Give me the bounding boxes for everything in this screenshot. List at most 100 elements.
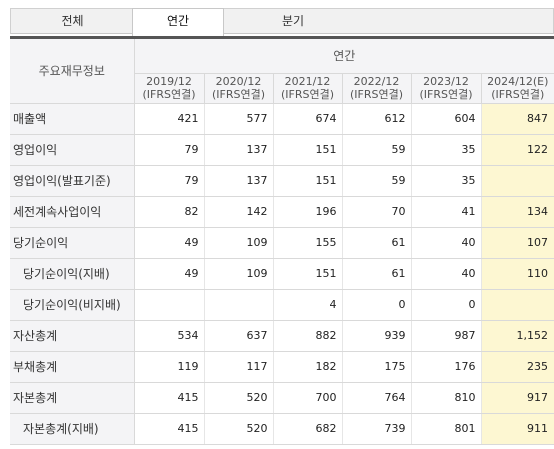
row-label: 자본총계	[10, 382, 135, 414]
table-cell: 847	[480, 103, 554, 135]
table-cell: 59	[341, 165, 411, 197]
row-label: 세전계속사업이익	[10, 196, 135, 228]
table-cell	[203, 289, 273, 321]
table-cell: 739	[341, 413, 411, 445]
row-label: 영업이익	[10, 134, 135, 166]
row-header-title: 주요재무정보	[10, 39, 135, 104]
column-basis: (IFRS연결)	[142, 87, 196, 101]
table-cell: 235	[480, 351, 554, 383]
table-cell: 577	[203, 103, 273, 135]
table-cell: 682	[272, 413, 342, 445]
column-period: 2023/12	[423, 74, 469, 88]
table-body: 매출액 421 577 674 612 604 847 영업이익 79 137 151 59 35 122…	[10, 103, 554, 445]
table-cell: 110	[480, 258, 554, 290]
table-cell: 119	[133, 351, 204, 383]
row-label: 영업이익(발표기준)	[10, 165, 135, 197]
table-cell: 520	[203, 382, 273, 414]
column-period: 2019/12	[146, 74, 192, 88]
table-row: 자본총계(지배) 415 520 682 739 801 911	[10, 413, 554, 445]
table-cell: 134	[480, 196, 554, 228]
table-cell: 810	[410, 382, 481, 414]
tab-quarterly[interactable]: 분기	[224, 8, 554, 34]
column-header-1: 2020/12 (IFRS연결)	[203, 73, 273, 104]
table-cell: 137	[203, 134, 273, 166]
table-top-rule	[10, 36, 554, 39]
annual-group-header: 연간	[134, 39, 554, 74]
table-cell: 109	[203, 227, 273, 259]
column-period: 2024/12(E)	[487, 74, 549, 88]
column-period: 2021/12	[284, 74, 331, 88]
table-cell: 801	[410, 413, 481, 445]
table-cell: 700	[272, 382, 342, 414]
table-cell: 911	[480, 413, 554, 445]
column-header-5: 2024/12(E) (IFRS연결)	[480, 73, 554, 104]
table-cell: 196	[272, 196, 342, 228]
table-cell: 534	[133, 320, 204, 352]
column-basis: (IFRS연결)	[349, 87, 404, 101]
table-cell: 175	[341, 351, 411, 383]
table-cell: 117	[203, 351, 273, 383]
table-cell: 151	[272, 134, 342, 166]
table-cell: 415	[133, 382, 204, 414]
table-cell: 40	[410, 227, 481, 259]
table-cell: 70	[341, 196, 411, 228]
row-label: 당기순이익	[10, 227, 135, 259]
table-row: 당기순이익 49 109 155 61 40 107	[10, 227, 554, 259]
table-cell: 1,152	[480, 320, 554, 352]
row-label: 부채총계	[10, 351, 135, 383]
table-cell: 142	[203, 196, 273, 228]
table-cell: 674	[272, 103, 342, 135]
column-header-3: 2022/12 (IFRS연결)	[341, 73, 411, 104]
table-cell: 637	[203, 320, 273, 352]
table-cell: 182	[272, 351, 342, 383]
table-cell: 4	[272, 289, 342, 321]
tab-all[interactable]: 전체	[10, 8, 134, 34]
table-cell: 0	[341, 289, 411, 321]
table-cell: 0	[410, 289, 481, 321]
table-cell: 917	[480, 382, 554, 414]
column-header-row: 2019/12 (IFRS연결) 2020/12 (IFRS연결) 2021/12 (IF…	[10, 73, 554, 104]
row-label: 당기순이익(비지배)	[10, 289, 135, 321]
column-period: 2020/12	[215, 74, 262, 88]
table-cell: 61	[341, 227, 411, 259]
column-header-4: 2023/12 (IFRS연결)	[410, 73, 481, 104]
table-cell: 612	[341, 103, 411, 135]
table-cell: 79	[133, 134, 204, 166]
table-cell: 137	[203, 165, 273, 197]
column-basis: (IFRS연결)	[419, 87, 473, 101]
table-cell: 151	[272, 258, 342, 290]
table-cell: 40	[410, 258, 481, 290]
table-cell	[480, 289, 554, 321]
table-cell: 764	[341, 382, 411, 414]
row-label: 당기순이익(지배)	[10, 258, 135, 290]
row-label: 자본총계(지배)	[10, 413, 135, 445]
table-row: 영업이익 79 137 151 59 35 122	[10, 134, 554, 166]
table-row: 세전계속사업이익 82 142 196 70 41 134	[10, 196, 554, 228]
period-tabs: 전체 연간 분기	[10, 8, 554, 36]
table-cell: 882	[272, 320, 342, 352]
column-basis: (IFRS연결)	[211, 87, 266, 101]
table-row: 자산총계 534 637 882 939 987 1,152	[10, 320, 554, 352]
column-header-0: 2019/12 (IFRS연결)	[133, 73, 204, 104]
column-header-2: 2021/12 (IFRS연결)	[272, 73, 342, 104]
table-row: 자본총계 415 520 700 764 810 917	[10, 382, 554, 414]
table-cell: 82	[133, 196, 204, 228]
row-label: 자산총계	[10, 320, 135, 352]
table-cell: 49	[133, 227, 204, 259]
table-cell: 520	[203, 413, 273, 445]
row-label: 매출액	[10, 103, 135, 135]
table-cell: 604	[410, 103, 481, 135]
table-cell: 415	[133, 413, 204, 445]
table-cell: 59	[341, 134, 411, 166]
table-cell: 176	[410, 351, 481, 383]
table-row: 부채총계 119 117 182 175 176 235	[10, 351, 554, 383]
table-cell: 35	[410, 134, 481, 166]
table-cell: 939	[341, 320, 411, 352]
tab-annual[interactable]: 연간	[132, 8, 224, 36]
column-basis: (IFRS연결)	[280, 87, 335, 101]
table-cell: 41	[410, 196, 481, 228]
column-period: 2022/12	[353, 74, 400, 88]
table-cell: 151	[272, 165, 342, 197]
table-cell: 155	[272, 227, 342, 259]
table-cell	[480, 165, 554, 197]
